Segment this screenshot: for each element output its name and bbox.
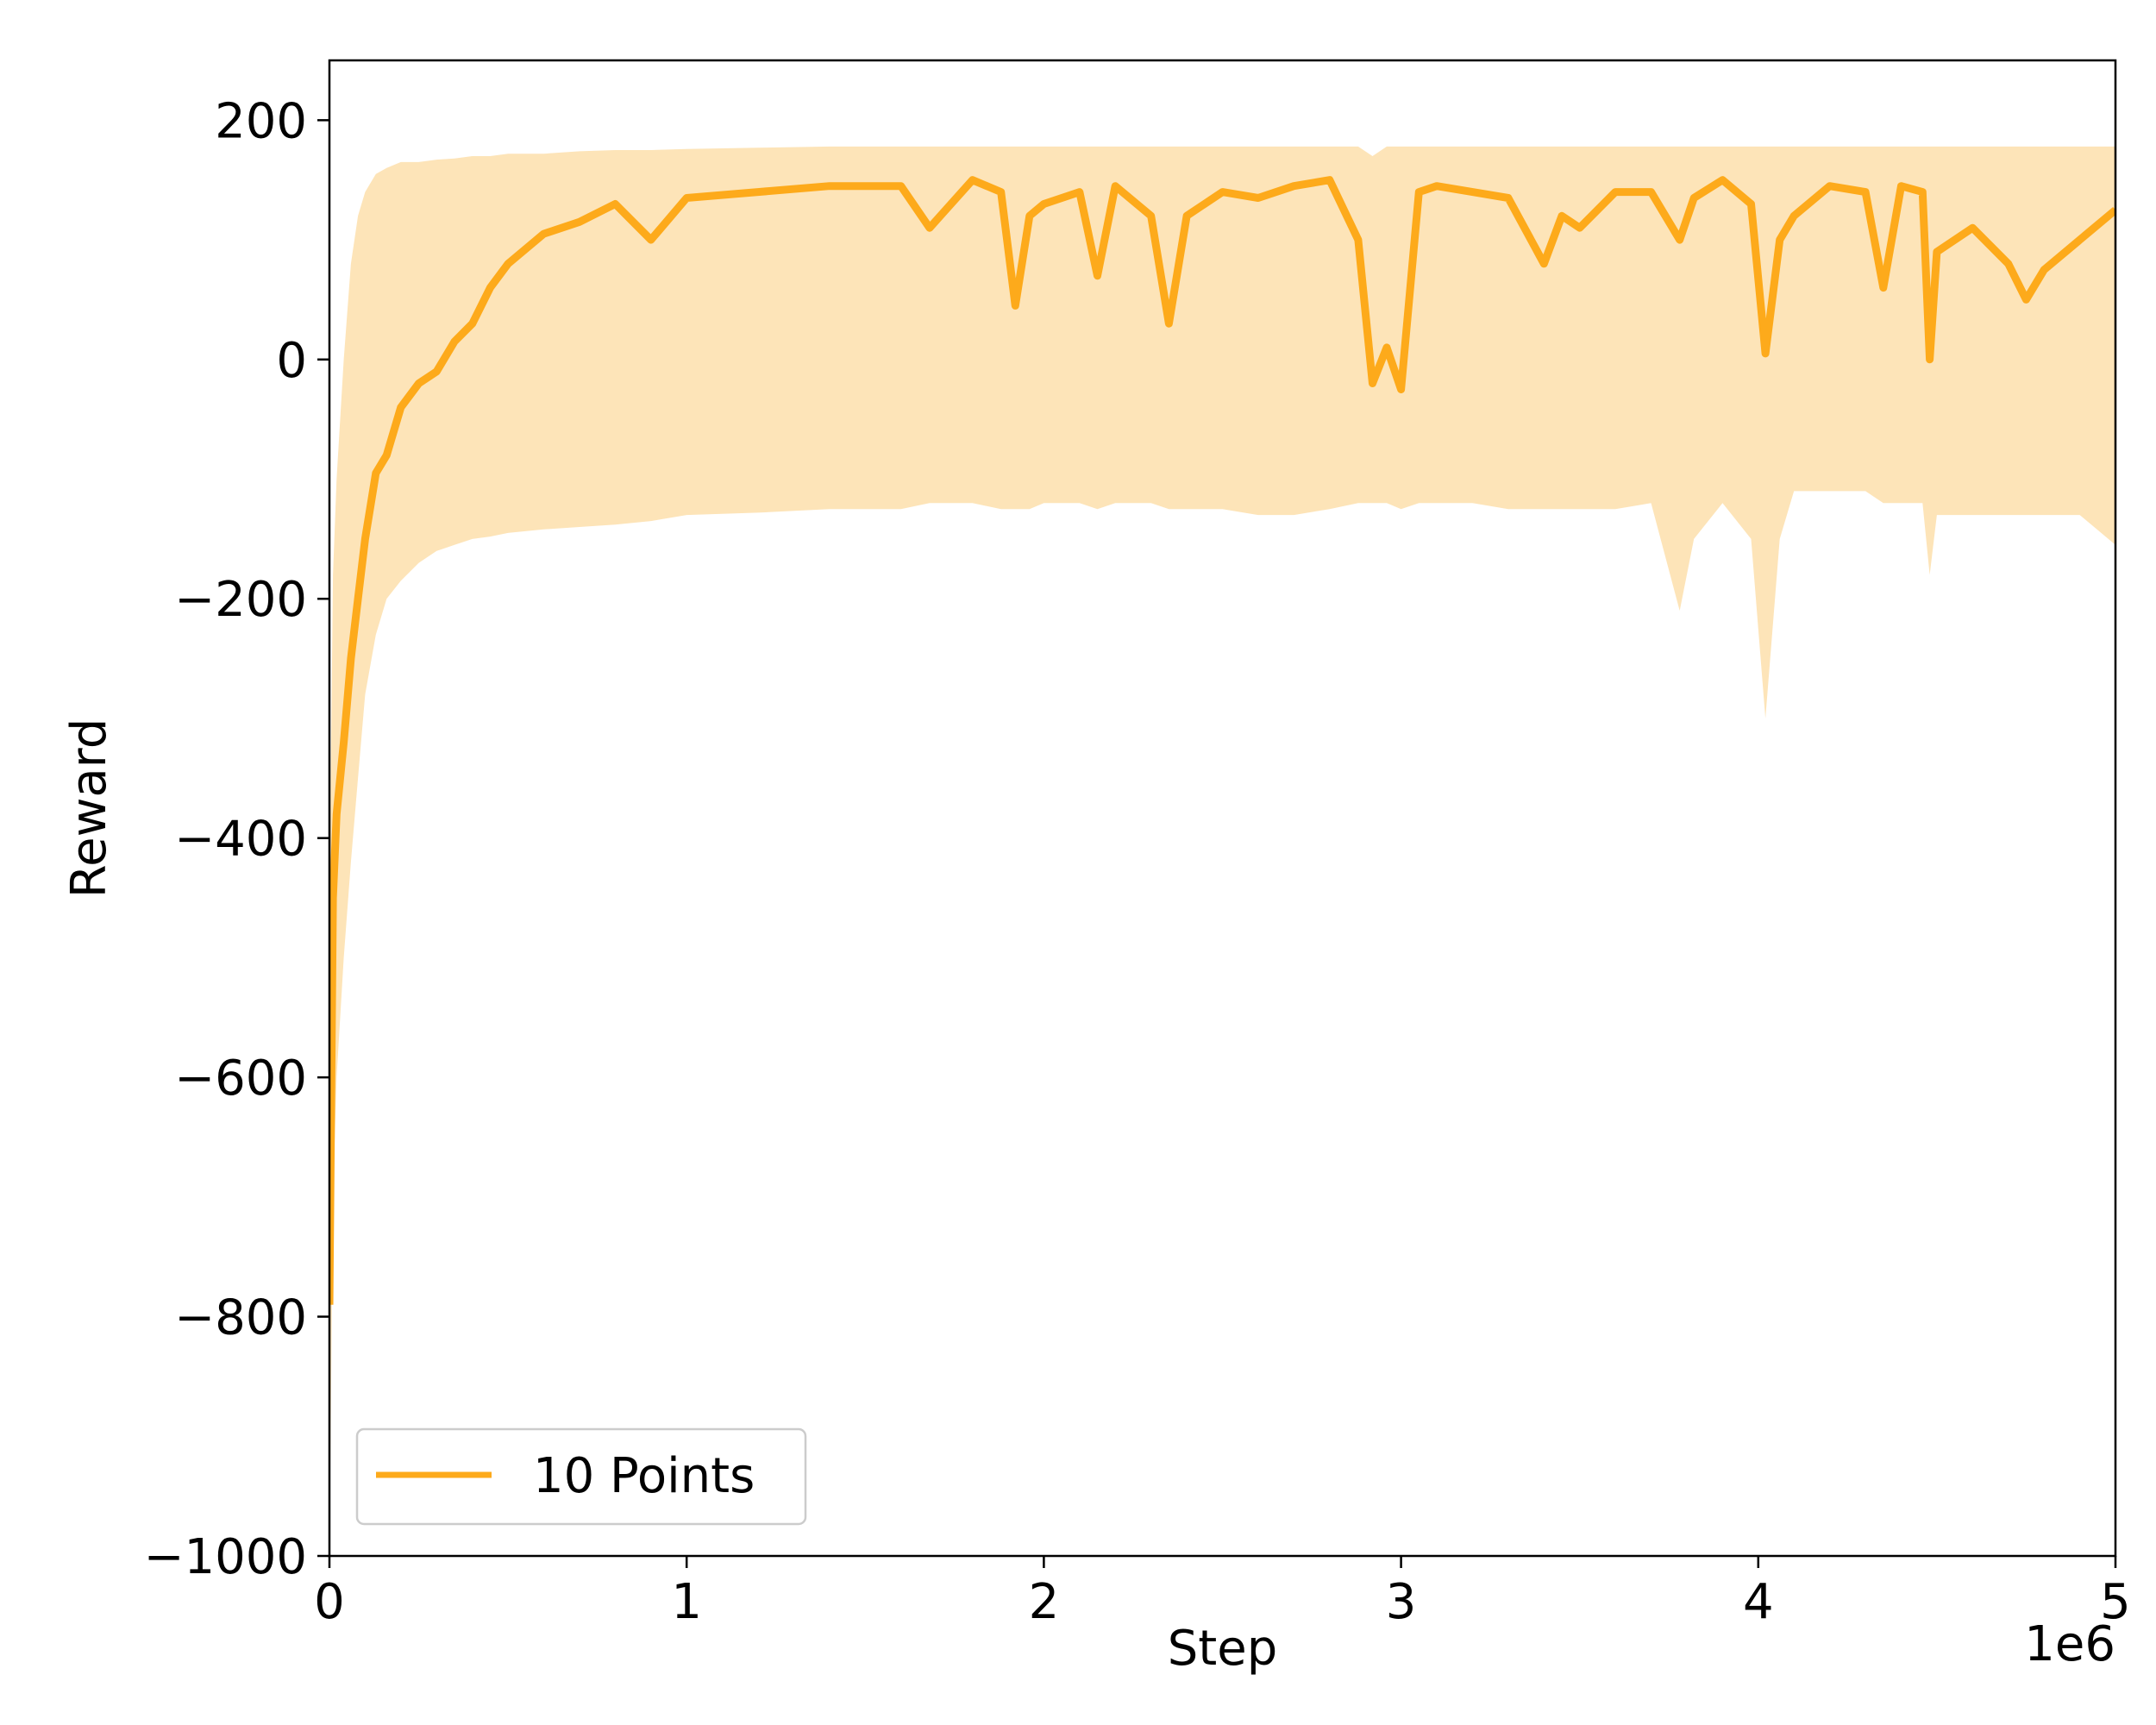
x-tick-label: 5 (2100, 1574, 2131, 1630)
legend-box (355, 1427, 807, 1526)
legend: 10 Points (355, 1427, 807, 1526)
y-tick-label: 200 (215, 93, 307, 149)
x-tick-label: 2 (1029, 1574, 1060, 1630)
y-tick-label: −400 (174, 812, 307, 868)
x-tick-label: 3 (1386, 1574, 1417, 1630)
y-tick-label: −200 (174, 572, 307, 628)
y-tick-label: −800 (174, 1290, 307, 1346)
series-line (329, 176, 2115, 1305)
y-tick-label: 0 (276, 333, 307, 389)
y-tick-label: −1000 (144, 1529, 307, 1585)
series-band (329, 146, 2115, 1556)
axes-frame (328, 59, 2117, 1558)
y-axis-label: Reward (61, 718, 117, 899)
y-tick-label: −600 (174, 1051, 307, 1107)
x-tick-label: 0 (314, 1574, 345, 1630)
x-axis-offset-text: 1e6 (2024, 1616, 2115, 1672)
plot-area (329, 146, 2115, 1556)
y-axis: −1000 −800 −600 −400 −200 0 200 (144, 93, 329, 1585)
x-tick-label: 4 (1743, 1574, 1774, 1630)
x-tick-label: 1 (671, 1574, 702, 1630)
x-axis-label: Step (1168, 1621, 1278, 1677)
x-axis: 0 1 2 3 4 5 (314, 1556, 2131, 1630)
legend-label: 10 Points (533, 1448, 755, 1504)
